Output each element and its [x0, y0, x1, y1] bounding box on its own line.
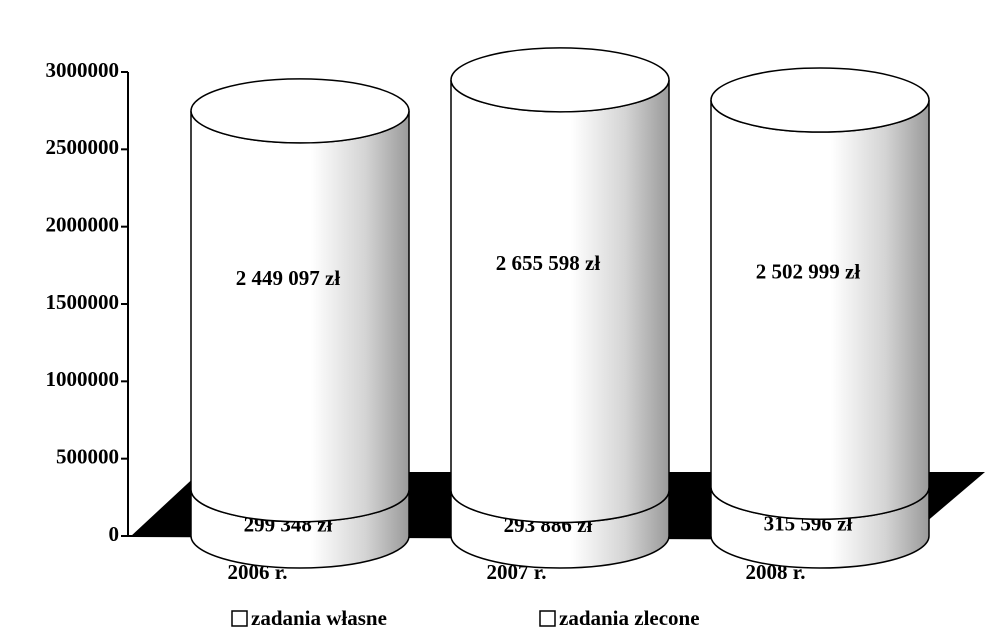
y-tick-label: 500000	[56, 444, 119, 468]
cylinder-top	[710, 67, 930, 133]
legend-swatch	[231, 610, 248, 627]
legend-swatch	[539, 610, 556, 627]
cylinder-segment	[450, 79, 670, 524]
y-tick-label: 3000000	[46, 58, 120, 82]
y-tick-label: 2500000	[46, 135, 120, 159]
legend-label: zadania własne	[251, 606, 387, 630]
cylinder-top	[450, 47, 670, 113]
cylinder-segment	[710, 100, 930, 520]
y-tick-label: 1000000	[46, 367, 120, 391]
value-label: 2 449 097 zł	[236, 266, 341, 290]
value-label: 2 502 999 zł	[756, 259, 861, 283]
y-tick-label: 1500000	[46, 290, 120, 314]
y-tick-label: 2000000	[46, 212, 120, 236]
y-tick-label: 0	[109, 522, 120, 546]
value-label: 2 655 598 zł	[496, 251, 601, 275]
cylinder-segment	[190, 110, 410, 523]
cylinder-top	[190, 78, 410, 144]
legend-label: zadania zlecone	[559, 606, 700, 630]
